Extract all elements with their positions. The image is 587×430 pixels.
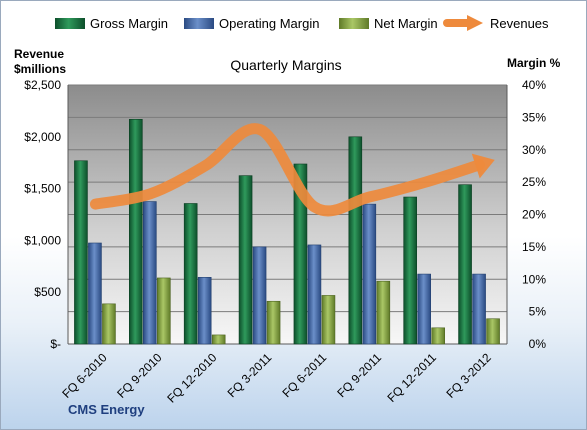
x-tick-label-fq-9-2011: FQ 9-2011 xyxy=(334,350,384,400)
x-tick-label-fq-3-2012: FQ 3-2012 xyxy=(443,350,494,401)
legend-label-gross-margin: Gross Margin xyxy=(90,16,168,31)
bar-operating-margin-fq-3-2012 xyxy=(472,273,486,345)
bar-operating-margin-fq-6-2010 xyxy=(88,242,102,345)
right-tick-label: 15% xyxy=(522,240,546,254)
x-axis-ticks: FQ 6-2010 FQ 9-2010 FQ 12-2010 FQ 3-2011 FQ … xyxy=(59,350,494,405)
legend-item-operating-margin: Operating Margin xyxy=(184,16,319,31)
bar-operating-margin-fq-9-2011 xyxy=(362,203,377,345)
revenue-line-path xyxy=(89,123,486,217)
bar-gross-margin-fq-12-2010 xyxy=(183,203,198,345)
bar-operating-margin-fq-9-2010 xyxy=(143,201,157,345)
legend-swatch-net-margin xyxy=(339,18,369,29)
revenue-line xyxy=(89,123,495,217)
legend: Gross Margin Operating Margin Net Margin… xyxy=(55,15,549,31)
bar-net-margin-fq-3-2012 xyxy=(486,318,500,345)
right-axis-ticks: 0% 5% 10% 15% 20% 25% 30% 35% 40% xyxy=(522,78,546,351)
legend-swatch-gross-margin xyxy=(55,18,85,29)
x-tick-label-fq-12-2011: FQ 12-2011 xyxy=(384,350,439,405)
right-axis-title: Margin % xyxy=(507,56,561,70)
bar-net-margin-fq-6-2011 xyxy=(321,295,336,345)
right-tick-label: 10% xyxy=(522,272,546,286)
right-tick-label: 25% xyxy=(522,175,546,189)
x-tick-label-fq-6-2011: FQ 6-2011 xyxy=(279,350,329,400)
company-name: CMS Energy xyxy=(68,402,145,417)
bar-gross-margin-fq-12-2011 xyxy=(403,196,417,345)
bar-gross-margin-fq-9-2011 xyxy=(348,136,363,345)
bar-gross-margin-fq-3-2012 xyxy=(458,184,472,345)
bar-net-margin-fq-3-2011 xyxy=(266,300,281,345)
bar-net-margin-fq-9-2011 xyxy=(376,280,391,345)
x-tick-label-fq-6-2010: FQ 6-2010 xyxy=(59,350,110,401)
left-tick-label: $2,500 xyxy=(24,78,61,92)
bar-gross-margin-fq-9-2010 xyxy=(129,119,143,345)
legend-label-operating-margin: Operating Margin xyxy=(219,16,319,31)
left-axis-title-line2: $millions xyxy=(14,62,66,76)
bar-operating-margin-fq-6-2011 xyxy=(307,244,322,345)
right-tick-label: 30% xyxy=(522,143,546,157)
bar-gross-margin-fq-6-2010 xyxy=(74,160,88,345)
legend-label-revenues: Revenues xyxy=(490,16,549,31)
bar-operating-margin-fq-12-2010 xyxy=(197,277,212,345)
right-tick-label: 5% xyxy=(529,305,547,319)
bar-operating-margin-fq-3-2011 xyxy=(252,246,267,345)
bar-net-margin-fq-12-2010 xyxy=(211,334,226,345)
right-tick-label: 0% xyxy=(529,337,547,351)
bar-gross-margin-fq-3-2011 xyxy=(238,175,253,345)
bar-net-margin-fq-9-2010 xyxy=(157,277,171,345)
left-axis-title-line1: Revenue xyxy=(14,47,64,61)
bars xyxy=(74,119,500,345)
x-tick-label-fq-3-2011: FQ 3-2011 xyxy=(225,350,275,400)
left-tick-label: $1,500 xyxy=(24,182,61,196)
bar-gross-margin-fq-6-2011 xyxy=(293,163,308,345)
right-tick-label: 35% xyxy=(522,110,546,124)
legend-label-net-margin: Net Margin xyxy=(374,16,438,31)
legend-item-net-margin: Net Margin xyxy=(339,16,438,31)
right-tick-label: 20% xyxy=(522,208,546,222)
x-tick-label-fq-9-2010: FQ 9-2010 xyxy=(114,350,165,401)
revenue-line-arrowhead xyxy=(471,153,495,179)
legend-swatch-operating-margin xyxy=(184,18,214,29)
legend-item-gross-margin: Gross Margin xyxy=(55,16,168,31)
left-tick-label: $500 xyxy=(34,285,61,299)
left-tick-label: $- xyxy=(50,337,61,351)
chart-title: Quarterly Margins xyxy=(230,57,341,73)
bar-operating-margin-fq-12-2011 xyxy=(417,273,431,345)
x-tick-label-fq-12-2010: FQ 12-2010 xyxy=(164,350,219,405)
left-tick-label: $2,000 xyxy=(24,130,61,144)
left-tick-label: $1,000 xyxy=(24,233,61,247)
bar-net-margin-fq-12-2011 xyxy=(431,327,445,345)
right-tick-label: 40% xyxy=(522,78,546,92)
left-axis-ticks: $- $500 $1,000 $1,500 $2,000 $2,500 xyxy=(24,78,61,351)
legend-swatch-revenues-arrow xyxy=(467,15,483,31)
bar-net-margin-fq-6-2010 xyxy=(102,303,116,345)
legend-item-revenues: Revenues xyxy=(443,15,549,31)
